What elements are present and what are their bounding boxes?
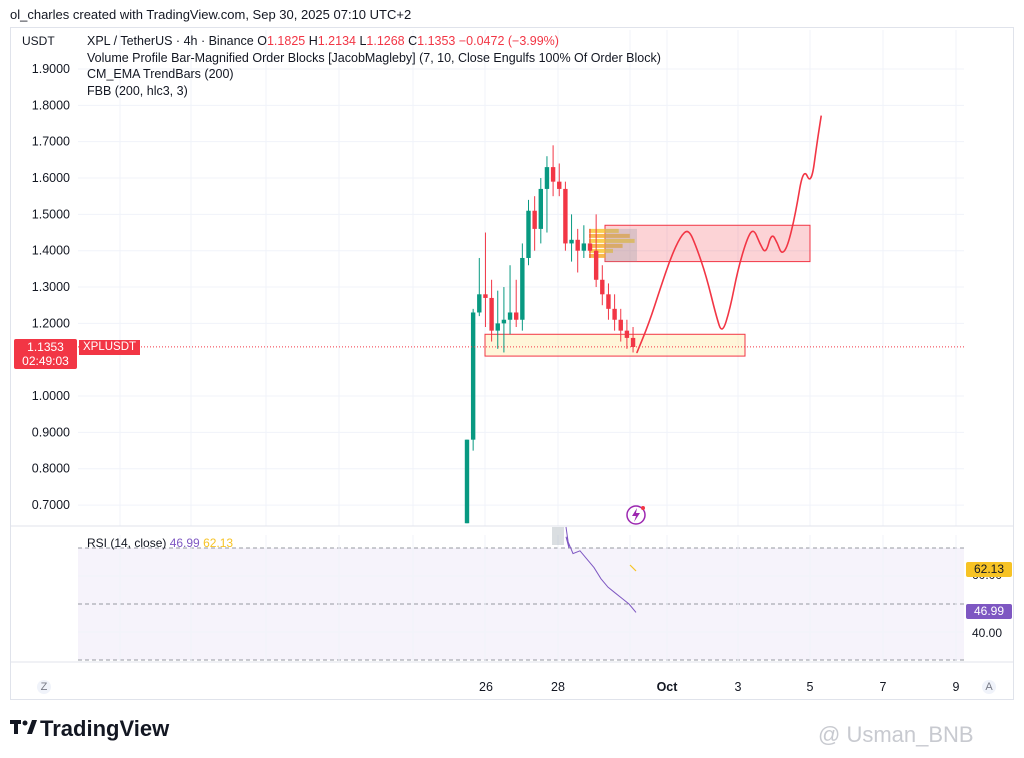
rsi-label: RSI (14, close): [87, 536, 167, 550]
candle-body: [612, 308, 617, 320]
watermark: @ Usman_BNB: [818, 722, 974, 747]
candle-body: [538, 188, 543, 229]
y-tick-label: 1.9000: [32, 62, 70, 76]
currency-label[interactable]: USDT: [22, 34, 55, 48]
rsi-legend-value: 46.99: [169, 536, 200, 550]
price-change: −0.0472 (−3.99%): [458, 34, 559, 48]
candle-body: [624, 330, 630, 338]
candle-body: [544, 167, 550, 189]
candle-body: [507, 312, 513, 320]
x-tick-label: 26: [479, 680, 493, 694]
tradingview-logo: TradingView: [10, 716, 169, 742]
x-tick-label: 9: [953, 680, 960, 694]
candle-body: [526, 210, 531, 258]
y-tick-label: 0.9000: [32, 425, 70, 439]
order-block-bullish: [484, 333, 746, 357]
candle-body: [606, 294, 611, 309]
y-tick-label: 0.7000: [32, 498, 70, 512]
lightning-icon-bolt: [632, 508, 640, 522]
candle-body: [501, 319, 507, 324]
x-tick-label: 28: [551, 680, 565, 694]
candle-body: [557, 181, 562, 189]
y-tick-label: 0.8000: [32, 462, 70, 476]
candle-body: [593, 250, 599, 280]
candle-body: [550, 167, 556, 182]
candle-body: [520, 257, 525, 320]
volume-profile-bar: [589, 243, 623, 248]
volume-profile-bar: [589, 248, 613, 253]
chart-frame: [10, 27, 1014, 700]
rsi-line: [565, 526, 637, 613]
indicator-fbb[interactable]: FBB (200, hlc3, 3): [87, 84, 188, 98]
candle-body: [575, 239, 580, 251]
rsi-ma-line: [629, 564, 637, 572]
y-tick-label: 1.3000: [32, 280, 70, 294]
volume-profile-bar: [589, 233, 630, 238]
x-tick-label: 3: [735, 680, 742, 694]
chart-header: ol_charles created with TradingView.com,…: [10, 7, 412, 22]
candle-body: [514, 312, 519, 320]
order-block-bearish: [604, 224, 811, 263]
candle-body: [618, 319, 623, 331]
ohlc-open: O1.1825: [257, 34, 306, 48]
y-tick-label: 1.8000: [32, 98, 70, 112]
ohlc-low: L1.1268: [359, 34, 405, 48]
x-tick-label: 5: [807, 680, 814, 694]
candle-body: [563, 188, 568, 244]
y-tick-label: 1.0000: [32, 389, 70, 403]
volume-profile-overlay: [605, 228, 637, 262]
rsi-gradient-top: [552, 527, 564, 545]
candle-body: [600, 279, 605, 295]
candle-body: [483, 294, 488, 298]
candle-body: [470, 312, 476, 440]
rsi-value-tag: 46.99: [966, 604, 1012, 619]
candle-body: [630, 337, 636, 348]
candle-body: [477, 294, 482, 313]
y-tick-label: 1.4000: [32, 244, 70, 258]
x-tick-label: 7: [880, 680, 887, 694]
rsi-level-40: 40.00: [972, 626, 1003, 640]
y-tick-label: 1.7000: [32, 135, 70, 149]
y-tick-label: 1.6000: [32, 171, 70, 185]
symbol-tag: XPLUSDT: [79, 340, 141, 355]
lightning-icon: [626, 505, 646, 525]
volume-profile-bar: [589, 228, 619, 233]
tv-logo-icon: [10, 716, 40, 742]
candle-body: [581, 243, 587, 251]
y-tick-label: 1.5000: [32, 207, 70, 221]
candle-body: [587, 243, 593, 251]
projection-path: [636, 115, 822, 354]
symbol-name[interactable]: XPL / TetherUS · 4h · Binance: [87, 34, 254, 48]
ohlc-high: H1.2134: [308, 34, 356, 48]
rsi-legend[interactable]: RSI (14, close) 46.99 62.13: [87, 536, 233, 550]
candle-body: [569, 239, 574, 244]
current-price-tag: 1.1353 02:49:03: [14, 339, 77, 369]
lightning-icon-dot: [641, 506, 645, 510]
candle-body: [464, 439, 470, 524]
volume-profile-bar: [589, 238, 635, 243]
candle-body: [489, 297, 494, 331]
x-tick-label: Oct: [657, 680, 679, 694]
y-tick-label: 1.2000: [32, 316, 70, 330]
zoom-button[interactable]: Z: [37, 680, 51, 694]
rsi-ma-tag: 62.13: [966, 562, 1012, 577]
indicator-order-blocks[interactable]: Volume Profile Bar-Magnified Order Block…: [87, 51, 661, 65]
candle-body: [495, 323, 500, 331]
symbol-legend: XPL / TetherUS · 4h · Binance O1.1825 H1…: [87, 34, 559, 48]
auto-scale-button[interactable]: A: [982, 680, 996, 694]
indicator-ema-trendbars[interactable]: CM_EMA TrendBars (200): [87, 67, 234, 81]
candle-countdown: 02:49:03: [22, 354, 69, 368]
candle-body: [532, 210, 537, 229]
tv-logo-text: TradingView: [40, 716, 170, 741]
rsi-legend-ma: 62.13: [203, 536, 234, 550]
current-price: 1.1353: [27, 340, 64, 354]
ohlc-close: C1.1353: [408, 34, 456, 48]
